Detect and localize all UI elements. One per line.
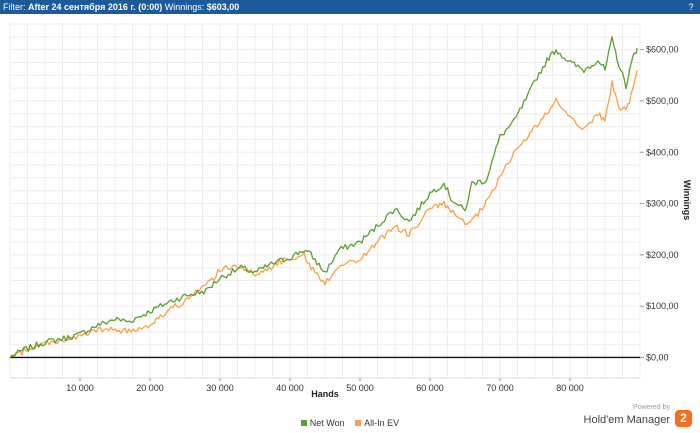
x-tick-label: 10 000 (66, 383, 94, 393)
x-tick-label: 50 000 (346, 383, 374, 393)
x-axis-ticks: 10 000 20 000 30 000 40 000 50 000 60 000 70 0… (66, 378, 584, 393)
y-tick-label: $600,00 (646, 45, 679, 55)
winnings-value: $603,00 (206, 2, 240, 12)
y-axis-ticks: $0,00 $100,00 $200,00 $300,00 $400,00 $500,00… (640, 45, 679, 362)
help-icon[interactable]: ? (688, 2, 694, 12)
filter-value[interactable]: After 24 сентября 2016 г. (0:00) (28, 2, 163, 12)
x-tick-label: 40 000 (276, 383, 304, 393)
legend-swatch-net-won (300, 420, 307, 426)
x-axis-label: Hands (311, 389, 339, 399)
y-tick-label: $0,00 (646, 352, 669, 362)
legend-label-all-in-ev: All-In EV (364, 418, 400, 428)
brand-name: Hold'em Manager (583, 414, 670, 426)
y-tick-label: $300,00 (646, 199, 679, 209)
winnings-label: Winnings: (164, 2, 205, 12)
filter-label: Filter: (3, 2, 26, 12)
brand-logo-icon: 2 (675, 410, 692, 427)
x-tick-label: 70 000 (486, 383, 514, 393)
chart-legend: Net Won All-In EV (0, 418, 700, 430)
x-tick-label: 80 000 (556, 383, 584, 393)
y-tick-label: $500,00 (646, 96, 679, 106)
winnings-chart: $0,00 $100,00 $200,00 $300,00 $400,00 $500,00… (9, 23, 692, 399)
x-tick-label: 60 000 (416, 383, 444, 393)
brand-block: Powered by Hold'em Manager 2 (582, 404, 692, 430)
legend-item-net-won[interactable]: Net Won (300, 418, 345, 428)
series-layer (9, 36, 638, 358)
legend-label-net-won: Net Won (309, 418, 345, 428)
y-tick-label: $200,00 (646, 250, 679, 260)
x-tick-label: 30 000 (206, 383, 234, 393)
y-tick-label: $100,00 (646, 301, 679, 311)
y-tick-label: $400,00 (646, 147, 679, 157)
series-line-net-won (9, 36, 638, 358)
y-axis-label: Winnings (682, 180, 692, 220)
x-tick-label: 20 000 (136, 383, 164, 393)
series-line-all-in-ev (9, 70, 638, 358)
filter-bar: Filter: After 24 сентября 2016 г. (0:00)… (0, 0, 700, 14)
legend-item-all-in-ev[interactable]: All-In EV (355, 418, 399, 428)
legend-swatch-all-in-ev (355, 420, 362, 426)
powered-by-text: Powered by (633, 404, 670, 411)
